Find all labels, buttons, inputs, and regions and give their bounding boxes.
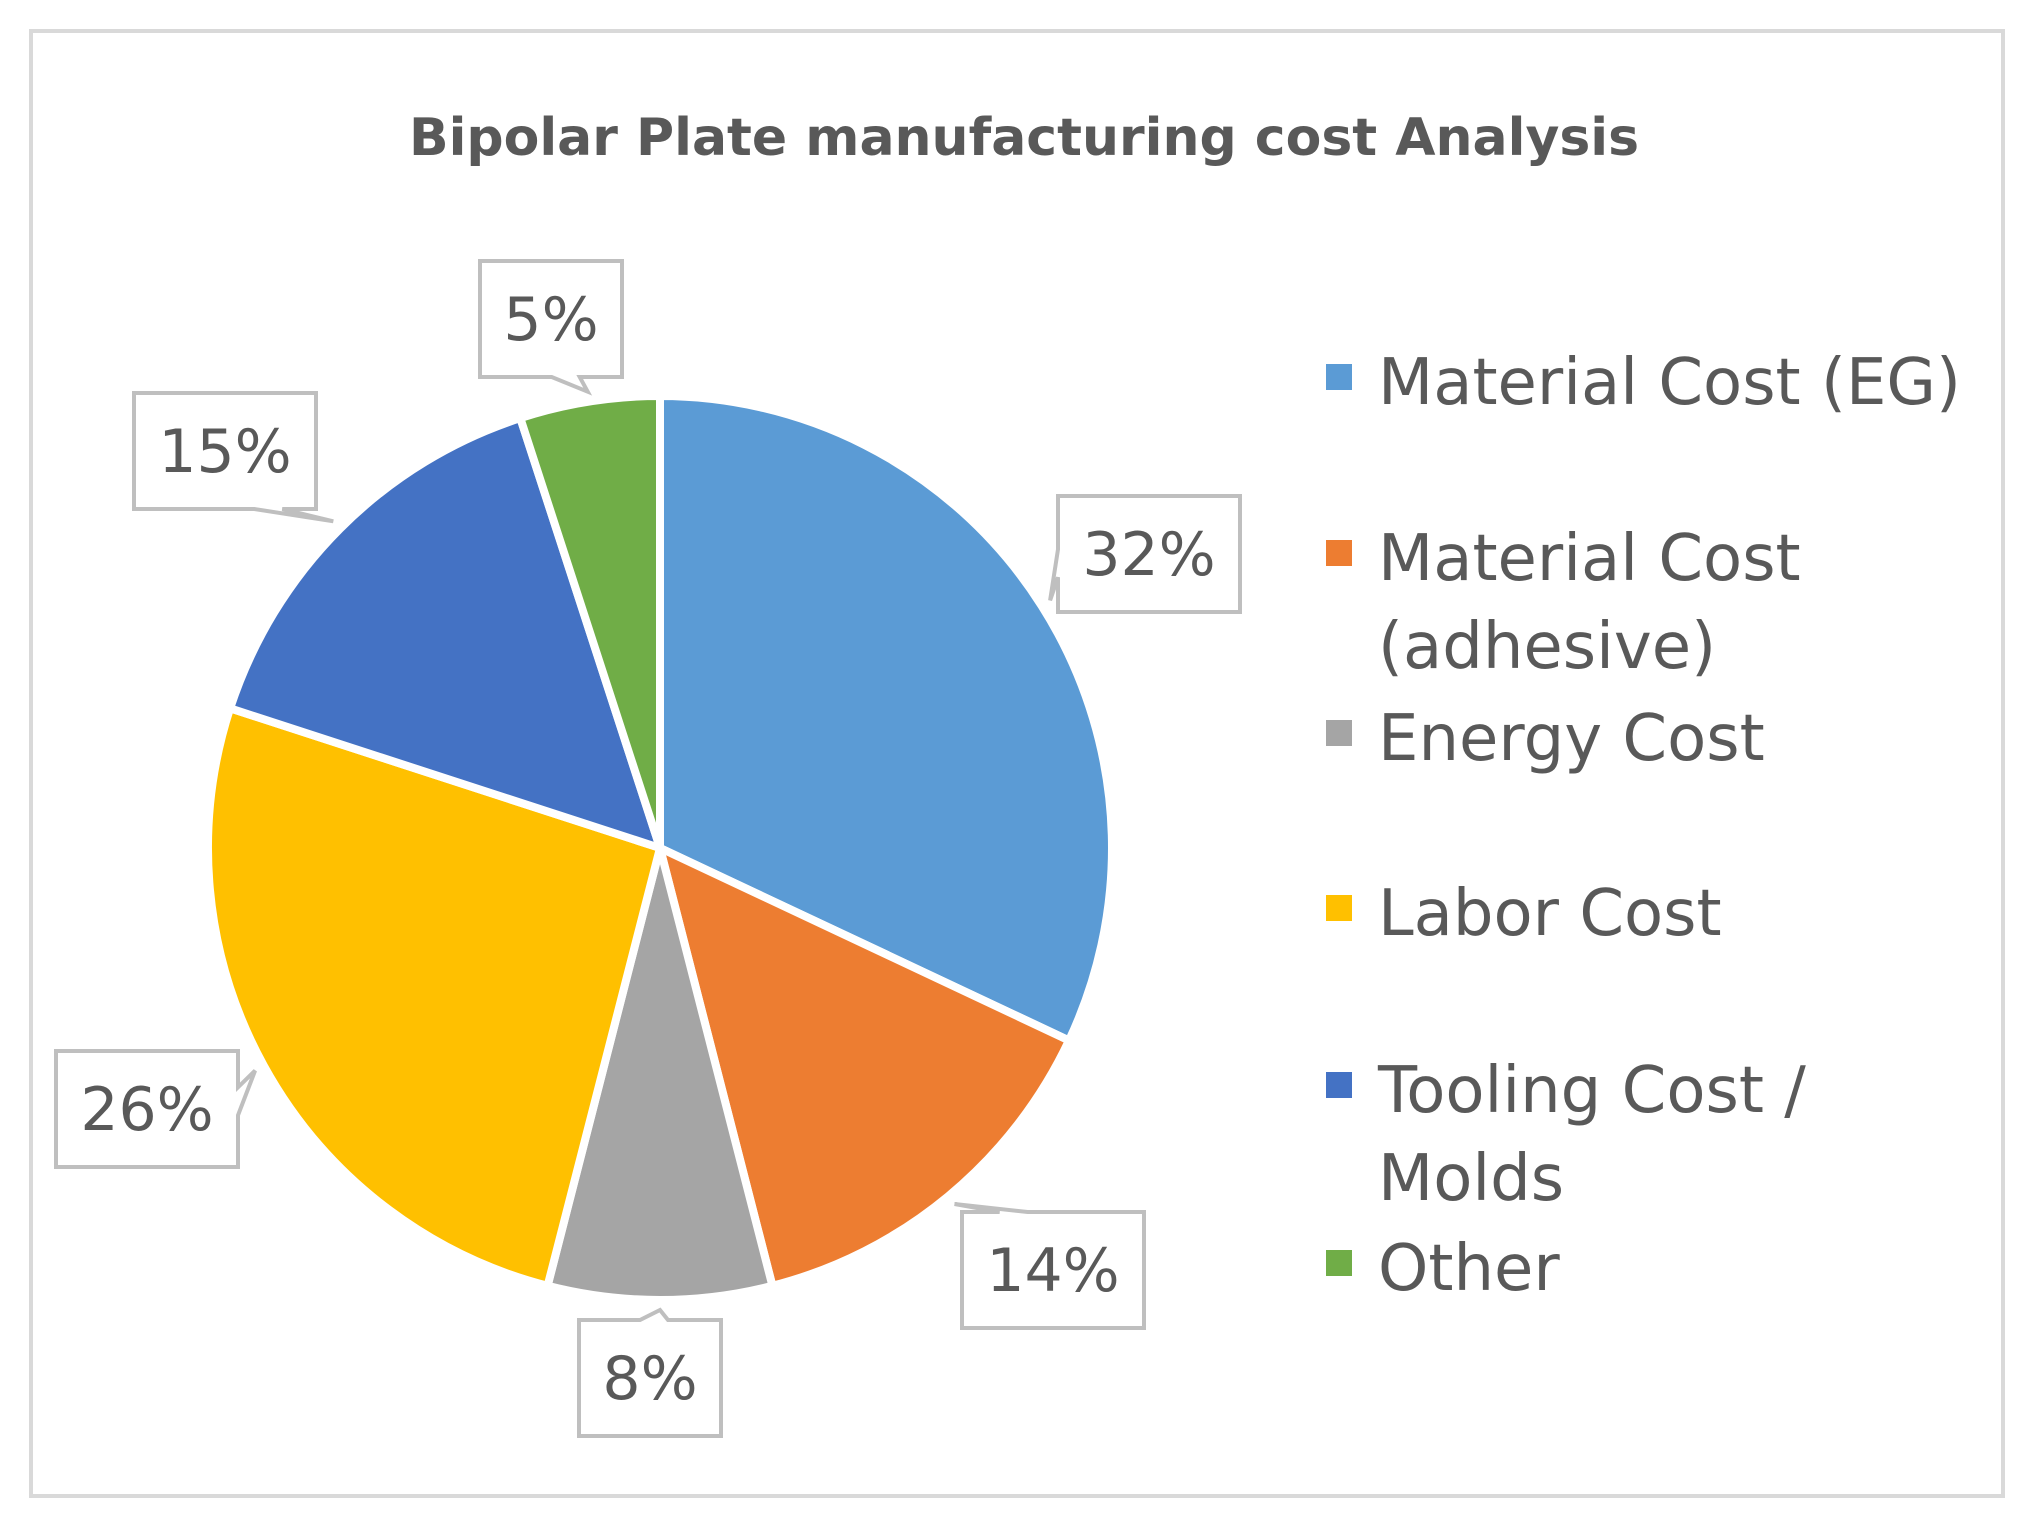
- data-labels: 32% 14% 8% 26% 15% 5%: [54, 259, 1242, 1438]
- pie-slice-material-cost-eg: [656, 392, 1116, 1045]
- chart-title: Bipolar Plate manufacturing cost Analysi…: [409, 108, 1639, 168]
- legend-label: Other: [1378, 1232, 1560, 1306]
- callout-box-material-cost-adhesive: [954, 1202, 1146, 1330]
- legend-swatch: [1326, 540, 1352, 566]
- pie-slices: [203, 392, 1116, 1304]
- legend-swatch: [1326, 1072, 1352, 1098]
- legend-item-material-cost-eg: Material Cost (EG): [1326, 346, 1961, 420]
- legend-swatch: [1326, 1250, 1352, 1276]
- legend-item-other: Other: [1326, 1232, 1560, 1306]
- legend-label: (adhesive): [1378, 610, 1716, 684]
- data-label-labor-cost: 26%: [80, 1075, 213, 1145]
- data-label-material-cost-adhesive: 14%: [986, 1236, 1119, 1306]
- callout-box-other: [478, 259, 624, 396]
- callout-box-material-cost-eg: [1048, 494, 1242, 614]
- pie-slice-material-cost-adhesive: [656, 844, 1073, 1290]
- data-label-energy-cost: 8%: [602, 1344, 697, 1414]
- callout-box-tooling-cost-molds: [132, 391, 334, 524]
- data-label-other: 5%: [503, 285, 598, 355]
- legend-swatch: [1326, 895, 1352, 921]
- legend-item-energy-cost: Energy Cost: [1326, 702, 1765, 776]
- callout-box-energy-cost: [577, 1307, 723, 1438]
- legend: Material Cost (EG) Material Cost (adhesive…: [1326, 346, 1961, 1306]
- data-label-tooling-cost-molds: 15%: [158, 417, 291, 487]
- legend-label: Labor Cost: [1378, 877, 1722, 951]
- legend-swatch: [1326, 720, 1352, 746]
- legend-label: Material Cost: [1378, 522, 1801, 596]
- legend-label: Tooling Cost /: [1377, 1054, 1806, 1128]
- legend-swatch: [1326, 364, 1352, 390]
- legend-label: Molds: [1378, 1142, 1564, 1216]
- legend-label: Material Cost (EG): [1378, 346, 1961, 420]
- callout-box-labor-cost: [54, 1049, 257, 1169]
- pie-slice-energy-cost: [543, 844, 777, 1304]
- legend-item-labor-cost: Labor Cost: [1326, 877, 1722, 951]
- pie-slice-other: [516, 392, 664, 852]
- legend-item-material-cost-adhesive: Material Cost (adhesive): [1326, 522, 1801, 684]
- legend-label: Energy Cost: [1378, 702, 1765, 776]
- legend-item-tooling-cost-molds: Tooling Cost / Molds: [1326, 1054, 1806, 1216]
- pie-slice-labor-cost: [203, 704, 664, 1290]
- data-label-material-cost-eg: 32%: [1082, 520, 1215, 590]
